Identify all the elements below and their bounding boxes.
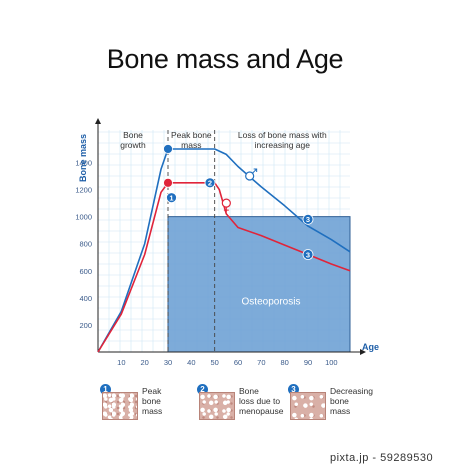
number-badge [302, 213, 314, 225]
data-marker [245, 171, 255, 181]
watermark: pixta.jp - 59289530 [330, 452, 434, 464]
x-tick-label: 20 [140, 358, 148, 367]
legend-badge: 1 [100, 384, 111, 395]
chart-title: Bone mass and Age [106, 44, 344, 74]
phase-label: mass [181, 140, 201, 150]
x-axis-label: Age [362, 342, 379, 352]
y-tick-label: 800 [79, 240, 92, 249]
legend-label: Bone loss due to menopause [239, 386, 284, 416]
data-marker [163, 144, 173, 154]
phase-label: Peak bone [171, 130, 212, 140]
y-tick-label: 1200 [75, 186, 92, 195]
number-badge-label: 3 [306, 250, 310, 259]
data-marker [163, 177, 173, 188]
number-badge-label: 2 [208, 179, 212, 188]
x-tick-label: 40 [187, 358, 195, 367]
x-axis-arrow [360, 349, 366, 355]
y-tick-label: 200 [79, 321, 92, 330]
legend-badge: 2 [197, 384, 208, 395]
bone-texture-icon [199, 392, 235, 420]
number-badge [302, 249, 314, 260]
x-tick-label: 70 [257, 358, 265, 367]
osteoporosis-label: Osteoporosis [242, 297, 301, 308]
legend-badge: 3 [288, 384, 299, 395]
data-marker [221, 198, 231, 208]
x-tick-label: 90 [304, 358, 312, 367]
number-badge-label: 3 [306, 215, 310, 224]
female-symbol-icon [223, 207, 229, 213]
number-badge [204, 177, 216, 189]
x-tick-label: 10 [117, 358, 125, 367]
legend: 1 Peak bone mass 2 Bone loss due to meno… [100, 384, 430, 426]
osteoporosis-region [167, 216, 351, 353]
x-tick-label: 100 [325, 358, 338, 367]
y-tick-label: 1400 [75, 158, 92, 167]
male-symbol-icon [252, 168, 258, 174]
x-tick-label: 50 [210, 358, 218, 367]
y-tick-label: 1000 [75, 213, 92, 222]
x-tick-label: 80 [280, 358, 288, 367]
legend-label: Decreasing bone mass [330, 386, 373, 416]
y-tick-label: 400 [79, 294, 92, 303]
phase-label: Bone [123, 130, 143, 140]
y-axis-label: Bone mass [78, 134, 88, 182]
phase-label: Loss of bone mass with [238, 130, 327, 140]
y-axis-arrow [95, 118, 101, 124]
bone-texture-icon [290, 392, 326, 420]
phase-label: growth [120, 140, 146, 150]
series-line-1 [97, 182, 351, 353]
number-badge-label: 1 [169, 193, 173, 202]
y-tick-label: 600 [79, 267, 92, 276]
number-badge [166, 192, 177, 204]
phase-label: increasing age [255, 140, 311, 150]
legend-label: Peak bone mass [142, 386, 163, 416]
x-tick-label: 60 [234, 358, 242, 367]
x-tick-label: 30 [164, 358, 172, 367]
bone-texture-icon [102, 392, 138, 420]
